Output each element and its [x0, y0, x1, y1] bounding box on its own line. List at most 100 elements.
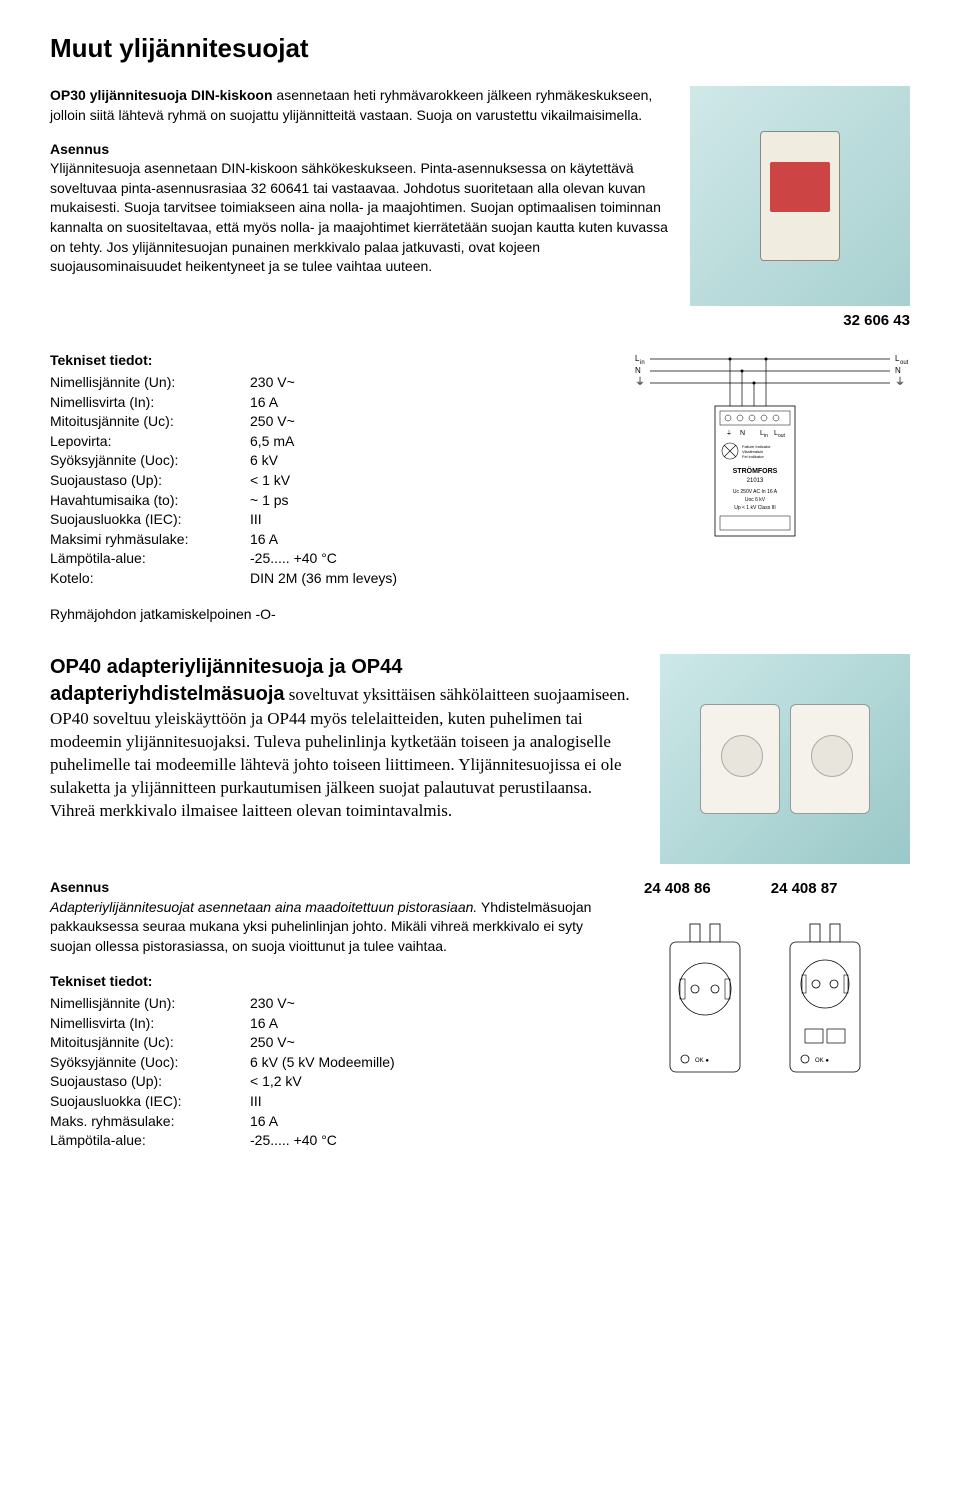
spec-row: Mitoitusjännite (Uc):250 V~: [50, 1033, 620, 1053]
spec-row: Suojausluokka (IEC):III: [50, 1092, 620, 1112]
section2-lower: Asennus Adapteriylijännitesuojat asennet…: [50, 872, 910, 1151]
plug-diagram-1: OK ●: [655, 919, 755, 1089]
asennus-para2: Adapteriylijännitesuojat asennetaan aina…: [50, 898, 620, 957]
svg-text:in: in: [764, 433, 768, 439]
spec-value: < 1 kV: [250, 471, 290, 491]
section2-body: soveltuvat yksittäisen sähkölaitteen suo…: [50, 685, 630, 820]
spec-row: Nimellisvirta (In):16 A: [50, 1014, 620, 1034]
spec-label: Havahtumisaika (to):: [50, 491, 250, 511]
spec-value: III: [250, 510, 262, 530]
svg-text:OK ●: OK ●: [815, 1058, 829, 1064]
asennus-para: Ylijännitesuoja asennetaan DIN-kiskoon s…: [50, 159, 670, 277]
svg-text:out: out: [778, 433, 786, 439]
section2-top: OP40 adapteriylijännitesuoja ja OP44 ada…: [50, 654, 910, 864]
svg-text:Fel indikator: Fel indikator: [742, 454, 764, 459]
tekniset-heading1: Tekniset tiedot:: [50, 351, 610, 371]
asennus-heading2: Asennus: [50, 878, 620, 898]
spec-label: Lepovirta:: [50, 432, 250, 452]
svg-text:OK ●: OK ●: [695, 1058, 709, 1064]
spec-value: -25..... +40 °C: [250, 1131, 337, 1151]
section2-textcol: OP40 adapteriylijännitesuoja ja OP44 ada…: [50, 654, 640, 864]
svg-text:21013: 21013: [747, 478, 764, 484]
plug-illustration-1: [700, 704, 780, 814]
section1-intro: OP30 ylijännitesuoja DIN-kiskoon asennet…: [50, 86, 670, 125]
spec-value: 16 A: [250, 1014, 278, 1034]
spec-row: Suojaustaso (Up):< 1,2 kV: [50, 1072, 620, 1092]
spec-value: 16 A: [250, 530, 278, 550]
section2-asennus: Asennus Adapteriylijännitesuojat asennet…: [50, 878, 620, 956]
spec-row: Nimellisvirta (In):16 A: [50, 393, 610, 413]
spec-table2: Nimellisjännite (Un):230 V~ Nimellisvirt…: [50, 994, 620, 1151]
plug-illustration-2: [790, 704, 870, 814]
spec-label: Nimellisjännite (Un):: [50, 373, 250, 393]
spec-value: III: [250, 1092, 262, 1112]
svg-text:Uoc 6 kV: Uoc 6 kV: [745, 497, 766, 503]
spec-label: Nimellisvirta (In):: [50, 1014, 250, 1034]
intro-bold: OP30 ylijännitesuoja DIN-kiskoon: [50, 87, 273, 103]
spec-label: Syöksyjännite (Uoc):: [50, 1053, 250, 1073]
product-codes-op40-op44: 24 408 86 24 408 87: [644, 878, 910, 899]
spec-value: ~ 1 ps: [250, 491, 289, 511]
tekniset-block2: Tekniset tiedot: Nimellisjännite (Un):23…: [50, 972, 620, 1150]
spec-label: Suojausluokka (IEC):: [50, 510, 250, 530]
svg-text:⏚: ⏚: [726, 430, 732, 437]
asennus-heading: Asennus: [50, 140, 670, 160]
spec-row: Havahtumisaika (to):~ 1 ps: [50, 491, 610, 511]
spec-table1: Nimellisjännite (Un):230 V~ Nimellisvirt…: [50, 373, 610, 589]
code-op44: 24 408 87: [771, 878, 838, 899]
section2-diag-col: 24 408 86 24 408 87 OK ●: [640, 872, 910, 1151]
spec-label: Nimellisvirta (In):: [50, 393, 250, 413]
section1-rightcol: 32 606 43: [690, 86, 910, 331]
spec-value: 230 V~: [250, 994, 295, 1014]
spec-value: 6 kV (5 kV Modeemille): [250, 1053, 395, 1073]
spec-value: 16 A: [250, 393, 278, 413]
spec-label: Suojaustaso (Up):: [50, 471, 250, 491]
spec-value: 250 V~: [250, 1033, 295, 1053]
spec-label: Maksimi ryhmäsulake:: [50, 530, 250, 550]
svg-text:N: N: [740, 430, 745, 437]
svg-text:N: N: [635, 366, 641, 375]
spec-row: Syöksyjännite (Uoc):6 kV (5 kV Modeemill…: [50, 1053, 620, 1073]
spec-row: Suojausluokka (IEC):III: [50, 510, 610, 530]
code-op40: 24 408 86: [644, 878, 711, 899]
section1-specs-row: Tekniset tiedot: Nimellisjännite (Un):23…: [50, 351, 910, 588]
section1-title: Muut ylijännitesuojat: [50, 30, 910, 66]
spec-row: Mitoitusjännite (Uc):250 V~: [50, 412, 610, 432]
spec-row: Maks. ryhmäsulake:16 A: [50, 1112, 620, 1132]
tekniset-block1: Tekniset tiedot: Nimellisjännite (Un):23…: [50, 351, 610, 588]
spec-value: 250 V~: [250, 412, 295, 432]
spec-label: Lämpötila-alue:: [50, 549, 250, 569]
product-photo-op30: [690, 86, 910, 306]
spec-label: Mitoitusjännite (Uc):: [50, 412, 250, 432]
section2-lower-text: Asennus Adapteriylijännitesuojat asennet…: [50, 872, 620, 1151]
spec-value: DIN 2M (36 mm leveys): [250, 569, 397, 589]
spec-row: Kotelo:DIN 2M (36 mm leveys): [50, 569, 610, 589]
product-code-op30: 32 606 43: [690, 310, 910, 331]
ryhma-note: Ryhmäjohdon jatkamiskelpoinen -O-: [50, 605, 910, 625]
section2-rightcol: [660, 654, 910, 864]
spec-row: Syöksyjännite (Uoc):6 kV: [50, 451, 610, 471]
section1-textcol: OP30 ylijännitesuoja DIN-kiskoon asennet…: [50, 86, 670, 331]
svg-text:STRÖMFORS: STRÖMFORS: [733, 466, 778, 475]
svg-text:Uc 250V AC In 16 A: Uc 250V AC In 16 A: [733, 489, 778, 495]
spec-label: Mitoitusjännite (Uc):: [50, 1033, 250, 1053]
svg-text:Up < 1 kV Class III: Up < 1 kV Class III: [734, 505, 776, 511]
svg-text:N: N: [895, 366, 901, 375]
spec-label: Suojaustaso (Up):: [50, 1072, 250, 1092]
svg-text:out: out: [900, 360, 909, 366]
spec-row: Nimellisjännite (Un):230 V~: [50, 373, 610, 393]
product-photo-op40-op44: [660, 654, 910, 864]
spec-value: -25..... +40 °C: [250, 549, 337, 569]
spec-row: Lämpötila-alue: -25..... +40 °C: [50, 549, 610, 569]
spec-value: 6 kV: [250, 451, 278, 471]
spec-row: Lämpötila-alue:-25..... +40 °C: [50, 1131, 620, 1151]
device-label: [770, 162, 830, 212]
spec-row: Suojaustaso (Up):< 1 kV: [50, 471, 610, 491]
spec-label: Maks. ryhmäsulake:: [50, 1112, 250, 1132]
spec-value: 16 A: [250, 1112, 278, 1132]
plug-diagram-2: OK ●: [775, 919, 875, 1089]
spec-label: Lämpötila-alue:: [50, 1131, 250, 1151]
device-illustration: [760, 131, 840, 261]
svg-text:⏚: ⏚: [895, 376, 905, 388]
spec-row: Lepovirta:6,5 mA: [50, 432, 610, 452]
